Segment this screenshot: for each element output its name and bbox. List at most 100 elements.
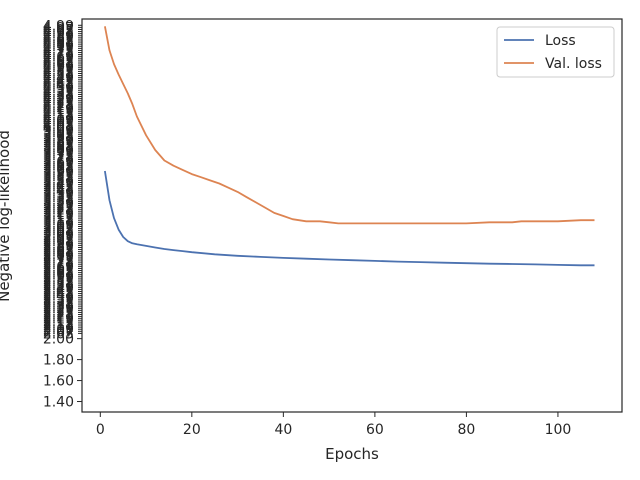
y-minor-tick-label: 4.93 (43, 25, 74, 41)
y-minor-tick-label: 2.21 (43, 310, 74, 326)
y-minor-tick-label: 3.13 (43, 213, 74, 229)
y-minor-tick-label: 4.77 (43, 41, 74, 57)
y-minor-tick-label: 3.23 (43, 203, 74, 219)
y-minor-tick-label: 4.41 (43, 79, 74, 95)
y-minor-tick-label: 2.39 (43, 291, 74, 307)
y-minor-tick-label: 2.31 (43, 299, 74, 315)
y-minor-tick-label: 2.75 (43, 253, 74, 269)
y-tick-label: 1.60 (43, 374, 74, 390)
y-minor-tick-label: 4.75 (43, 43, 74, 59)
y-minor-tick-label: 2.15 (43, 316, 74, 332)
y-minor-tick-label: 2.37 (43, 293, 74, 309)
y-minor-tick-label: 2.53 (43, 276, 74, 292)
y-minor-tick-label: 2.09 (43, 322, 74, 338)
y-minor-tick-label: 2.23 (43, 308, 74, 324)
y-minor-tick-label: 4.55 (43, 64, 74, 80)
y-minor-tick-label: 2.17 (43, 314, 74, 330)
y-minor-tick-label: 3.07 (43, 220, 74, 236)
y-minor-tick-label: 3.99 (43, 123, 74, 139)
y-minor-tick-label: 2.25 (43, 305, 74, 321)
y-minor-tick-label: 4.51 (43, 69, 74, 85)
y-minor-tick-label: 2.51 (43, 278, 74, 294)
y-minor-tick-label: 4.95 (43, 22, 74, 38)
y-axis-ticks: 1.40 1.60 1.80 2.00 (43, 332, 82, 411)
y-minor-tick-label: 3.91 (43, 131, 74, 147)
y-minor-tick-label: 4.39 (43, 81, 74, 97)
x-tick-label: 80 (457, 422, 475, 438)
y-minor-tick-label: 2.07 (43, 324, 74, 340)
y-minor-tick-label: 2.73 (43, 255, 74, 271)
y-minor-tick-label: 4.79 (43, 39, 74, 55)
y-minor-tick-label: 2.83 (43, 245, 74, 261)
y-minor-tick-label: 4.19 (43, 102, 74, 118)
x-tick-label: 60 (366, 422, 384, 438)
y-minor-tick-label: 2.81 (43, 247, 74, 263)
y-minor-tick-label: 2.13 (43, 318, 74, 334)
y-minor-tick-label: 2.93 (43, 234, 74, 250)
y-minor-tick-label: 3.03 (43, 224, 74, 240)
y-minor-tick-label: 4.85 (43, 33, 74, 49)
y-minor-tick-label: 4.13 (43, 108, 74, 124)
y-minor-tick-label: 3.11 (43, 215, 74, 231)
y-axis-label: Negative log-likelihood (0, 130, 13, 302)
y-minor-tick-label: 3.65 (43, 159, 74, 175)
y-minor-tick-label: 4.89 (43, 29, 74, 45)
y-minor-tick-label: 3.27 (43, 199, 74, 215)
y-minor-tick-label: 3.95 (43, 127, 74, 143)
y-minor-tick-label: 4.27 (43, 94, 74, 110)
y-minor-tick-label: 3.59 (43, 165, 74, 181)
y-minor-tick-label: 2.85 (43, 243, 74, 259)
y-minor-tick-label: 4.61 (43, 58, 74, 74)
y-minor-tick-label: 4.91 (43, 27, 74, 43)
y-minor-tick-label: 3.43 (43, 182, 74, 198)
y-minor-tick-label: 3.21 (43, 205, 74, 221)
y-minor-tick-label: 4.01 (43, 121, 74, 137)
y-minor-tick-label: 2.79 (43, 249, 74, 265)
y-minor-tick-label: 4.53 (43, 66, 74, 82)
y-minor-tick-label: 3.17 (43, 209, 74, 225)
series-line-1 (104, 26, 595, 225)
y-minor-tick-label: 4.67 (43, 52, 74, 68)
y-minor-tick-label: 3.83 (43, 140, 74, 156)
y-minor-tick-label: 4.49 (43, 71, 74, 87)
y-minor-tick-label: 4.97 (43, 20, 74, 36)
y-tick-label: 2.00 (43, 332, 74, 348)
y-minor-tick-label: 3.77 (43, 146, 74, 162)
y-minor-tick-label: 4.11 (43, 111, 74, 127)
y-minor-tick-label: 3.85 (43, 138, 74, 154)
y-minor-tick-label: 3.61 (43, 163, 74, 179)
legend: Loss Val. loss (496, 26, 615, 78)
y-minor-tick-label: 3.71 (43, 152, 74, 168)
series-line-0 (104, 170, 595, 267)
y-minor-tick-label: 4.73 (43, 46, 74, 62)
y-minor-tick-label: 4.63 (43, 56, 74, 72)
y-minor-tick-label: 3.47 (43, 178, 74, 194)
y-minor-tick-label: 3.67 (43, 157, 74, 173)
y-minor-tick-label: 2.99 (43, 228, 74, 244)
y-minor-tick-label: 3.87 (43, 136, 74, 152)
y-minor-tick-label: 2.41 (43, 289, 74, 305)
y-minor-tick-label: 4.25 (43, 96, 74, 112)
y-minor-tick-label: 4.03 (43, 119, 74, 135)
y-minor-tick-label: 3.63 (43, 161, 74, 177)
y-minor-tick-label: 2.65 (43, 264, 74, 280)
y-minor-tick-label: 3.45 (43, 180, 74, 196)
y-minor-tick-label: 3.55 (43, 169, 74, 185)
y-minor-tick-label: 4.99 (43, 18, 74, 34)
y-minor-tick-label: 3.01 (43, 226, 74, 242)
y-minor-tick-label: 3.31 (43, 194, 74, 210)
y-tick-label: 1.80 (43, 353, 74, 369)
plot-frame (81, 18, 623, 413)
y-minor-tick-label: 2.67 (43, 261, 74, 277)
y-minor-tick-label: 2.19 (43, 312, 74, 328)
y-minor-tick-label: 4.57 (43, 62, 74, 78)
y-minor-tick-label: 3.75 (43, 148, 74, 164)
y-minor-tick-label: 2.55 (43, 274, 74, 290)
x-tick-label: 20 (183, 422, 201, 438)
x-tick-label: 40 (274, 422, 292, 438)
y-minor-tick-label: 2.71 (43, 257, 74, 273)
y-minor-tick-label: 2.87 (43, 240, 74, 256)
x-tick-label: 100 (545, 422, 572, 438)
y-minor-tick-label: 4.65 (43, 54, 74, 70)
